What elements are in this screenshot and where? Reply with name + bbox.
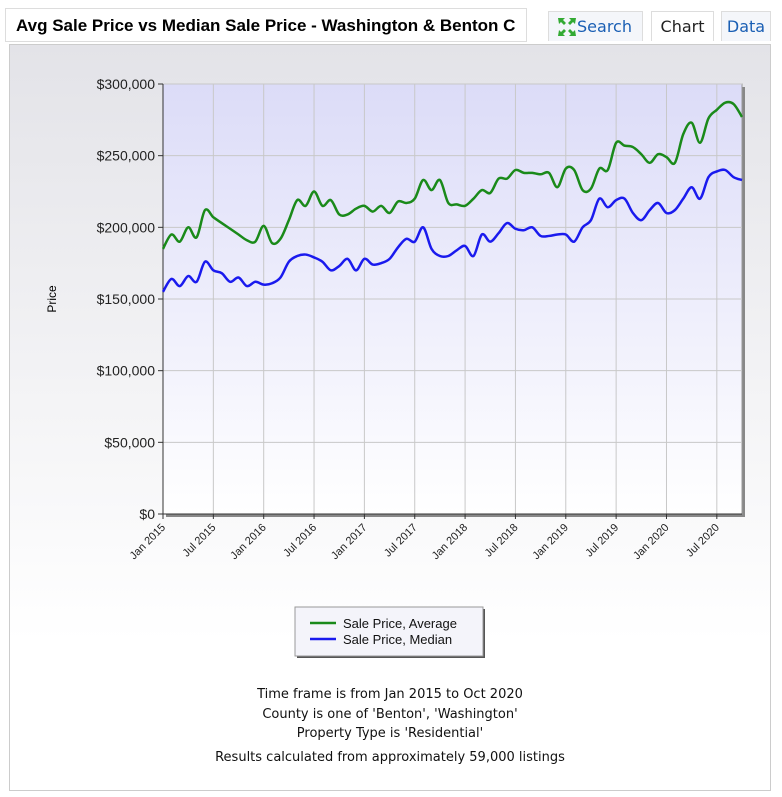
legend — [294, 606, 484, 657]
y-axis-label: Price — [45, 285, 59, 313]
y-tick-label: $100,000 — [97, 363, 156, 379]
legend-label: Sale Price, Average — [343, 616, 457, 631]
footer-line: Time frame is from Jan 2015 to Oct 2020 — [257, 687, 523, 702]
expand-icon — [558, 18, 576, 36]
x-tick-label: Jan 2019 — [530, 522, 570, 562]
y-tick-label: $200,000 — [97, 219, 156, 235]
x-tick-label: Jul 2019 — [583, 522, 621, 560]
chart: Price $0 $50,000 $100,000 $150,000 $200,000 $… — [45, 76, 745, 658]
x-tick-label: Jul 2020 — [684, 522, 722, 560]
y-tick-label: $150,000 — [97, 291, 156, 307]
x-tick-label: Jan 2015 — [128, 522, 168, 562]
chart-title: Avg Sale Price vs Median Sale Price - Wa… — [5, 8, 527, 42]
x-tick-label: Jul 2016 — [281, 522, 319, 560]
data-tab[interactable]: Data — [721, 11, 771, 41]
search-tab[interactable]: Search — [548, 11, 643, 41]
footer-line: Property Type is 'Residential' — [296, 726, 484, 741]
footer-line: County is one of 'Benton', 'Washington' — [262, 707, 518, 722]
series-line — [161, 168, 743, 293]
x-tick-label: Jul 2017 — [382, 522, 420, 560]
y-tick-label: $300,000 — [97, 76, 156, 92]
x-tick-label: Jan 2020 — [631, 522, 671, 562]
footer-line: Results calculated from approximately 59… — [215, 750, 565, 765]
series-line — [161, 100, 744, 250]
x-tick-label: Jul 2015 — [181, 522, 219, 560]
y-tick-label: $0 — [139, 506, 155, 522]
x-tick-label: Jan 2016 — [228, 522, 268, 562]
x-tick-label: Jan 2017 — [329, 522, 369, 562]
tab-label: Search — [577, 17, 632, 36]
y-tick-label: $50,000 — [104, 434, 155, 450]
x-tick-label: Jan 2018 — [430, 522, 470, 562]
chart-tab[interactable]: Chart — [651, 11, 714, 41]
x-tick-label: Jul 2018 — [483, 522, 521, 560]
legend-label: Sale Price, Median — [343, 632, 452, 647]
y-tick-label: $250,000 — [97, 148, 156, 164]
